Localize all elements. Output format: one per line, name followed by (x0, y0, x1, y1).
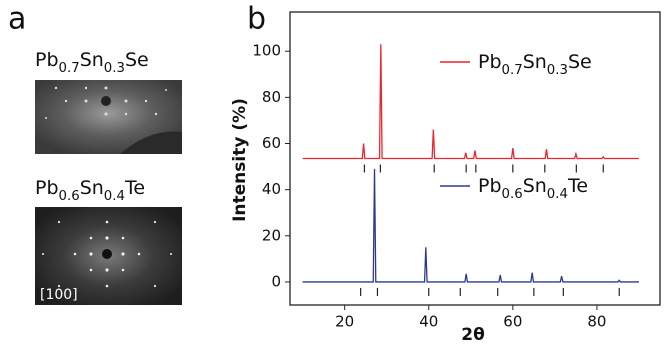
legend-label: Pb0.7Sn0.3Se (478, 51, 592, 78)
x-axis-label: 2θ (461, 325, 485, 345)
y-tick-label: 80 (262, 88, 281, 106)
x-tick-label: 40 (419, 313, 438, 331)
y-tick-label: 0 (271, 272, 281, 290)
y-tick-label: 60 (262, 134, 281, 152)
x-tick-label: 80 (587, 313, 606, 331)
data-line (302, 44, 639, 160)
image-caption: Pb0.7Sn0.3Se (35, 49, 149, 76)
y-tick-label: 100 (252, 42, 281, 60)
x-tick-label: 20 (335, 313, 354, 331)
diffraction-image (35, 207, 182, 305)
plot-frame (289, 11, 661, 306)
y-tick-label: 40 (262, 180, 281, 198)
y-axis-label: Intensity (%) (230, 98, 250, 222)
x-tick-label: 60 (503, 313, 522, 331)
diffraction-image (35, 80, 182, 154)
image-annotation: [100] (40, 287, 78, 303)
y-tick-label: 20 (262, 226, 281, 244)
panel-label: b (247, 2, 266, 37)
panel-label: a (8, 2, 26, 37)
legend-label: Pb0.6Sn0.4Te (478, 175, 588, 202)
image-caption: Pb0.6Sn0.4Te (35, 177, 145, 204)
data-line (302, 168, 639, 283)
